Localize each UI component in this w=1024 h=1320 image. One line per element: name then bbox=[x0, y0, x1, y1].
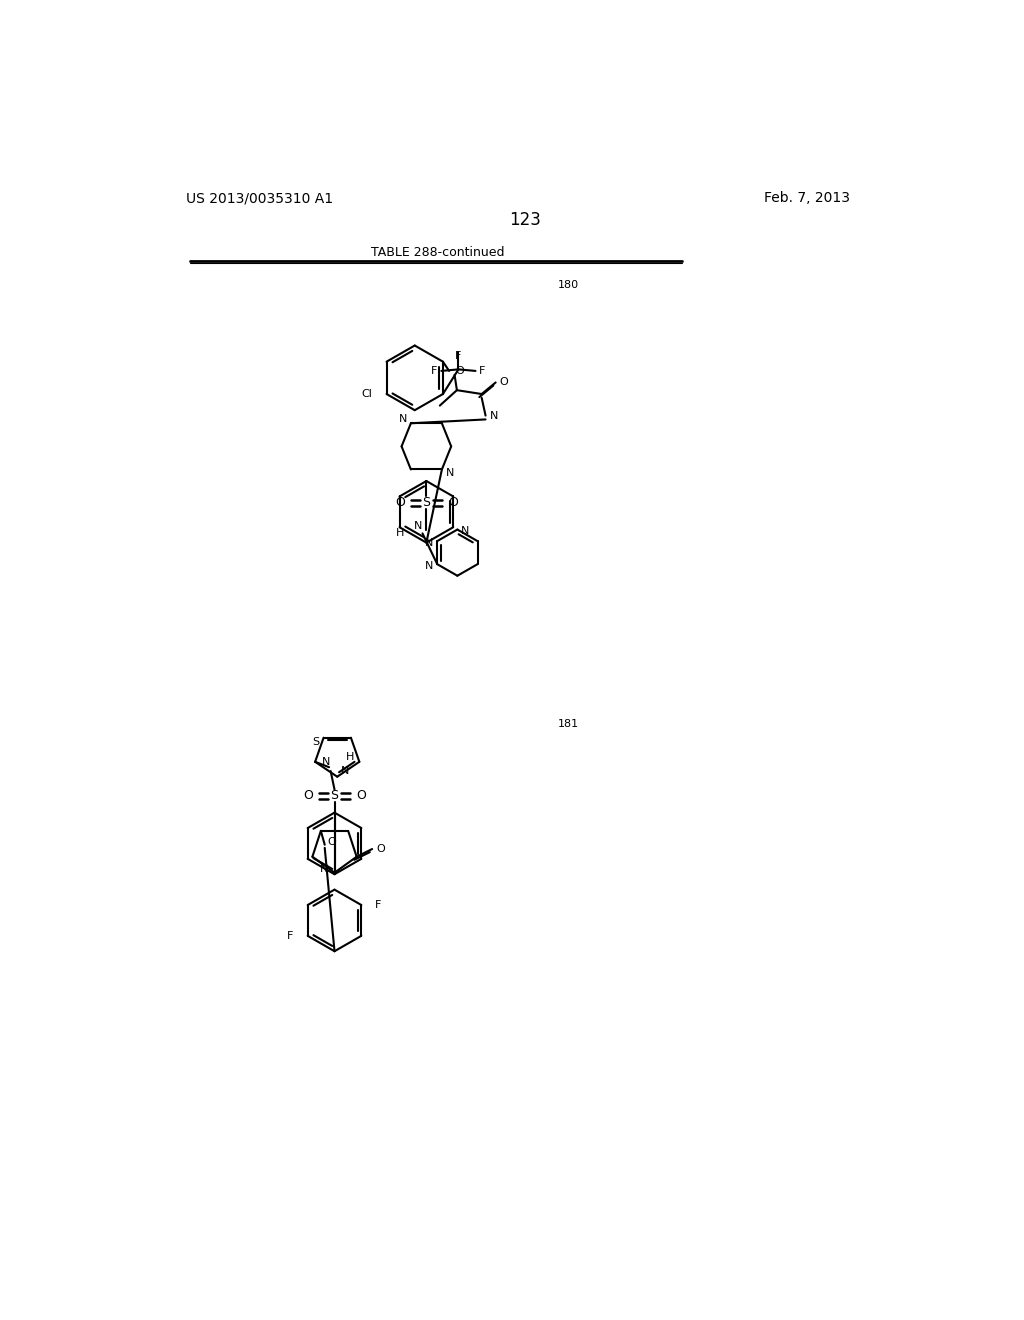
Text: H: H bbox=[346, 752, 354, 762]
Text: F: F bbox=[479, 366, 485, 376]
Text: O: O bbox=[395, 496, 404, 510]
Text: Cl: Cl bbox=[361, 389, 373, 399]
Text: O: O bbox=[449, 496, 458, 510]
Text: N: N bbox=[319, 863, 329, 874]
Text: N: N bbox=[461, 527, 470, 536]
Text: N: N bbox=[398, 414, 407, 425]
Text: O: O bbox=[303, 789, 312, 803]
Text: O: O bbox=[327, 837, 336, 847]
Text: N: N bbox=[341, 766, 349, 776]
Text: TABLE 288-continued: TABLE 288-continued bbox=[372, 246, 505, 259]
Text: N: N bbox=[414, 520, 423, 531]
Text: Feb. 7, 2013: Feb. 7, 2013 bbox=[764, 191, 850, 206]
Text: S: S bbox=[312, 737, 319, 747]
Text: N: N bbox=[445, 469, 454, 478]
Text: N: N bbox=[425, 537, 433, 548]
Text: O: O bbox=[356, 789, 367, 803]
Text: N: N bbox=[489, 411, 498, 421]
Text: H: H bbox=[396, 528, 404, 539]
Text: 180: 180 bbox=[558, 280, 580, 290]
Text: F: F bbox=[431, 366, 437, 376]
Text: 181: 181 bbox=[558, 719, 580, 730]
Text: O: O bbox=[500, 378, 508, 388]
Text: S: S bbox=[331, 789, 339, 803]
Text: O: O bbox=[376, 843, 385, 854]
Text: F: F bbox=[288, 931, 294, 941]
Text: US 2013/0035310 A1: US 2013/0035310 A1 bbox=[186, 191, 333, 206]
Text: N: N bbox=[323, 756, 331, 767]
Text: N: N bbox=[425, 561, 433, 570]
Text: S: S bbox=[422, 496, 430, 510]
Text: O: O bbox=[456, 366, 464, 376]
Text: 123: 123 bbox=[509, 211, 541, 228]
Text: F: F bbox=[376, 900, 382, 909]
Text: F: F bbox=[456, 351, 462, 360]
